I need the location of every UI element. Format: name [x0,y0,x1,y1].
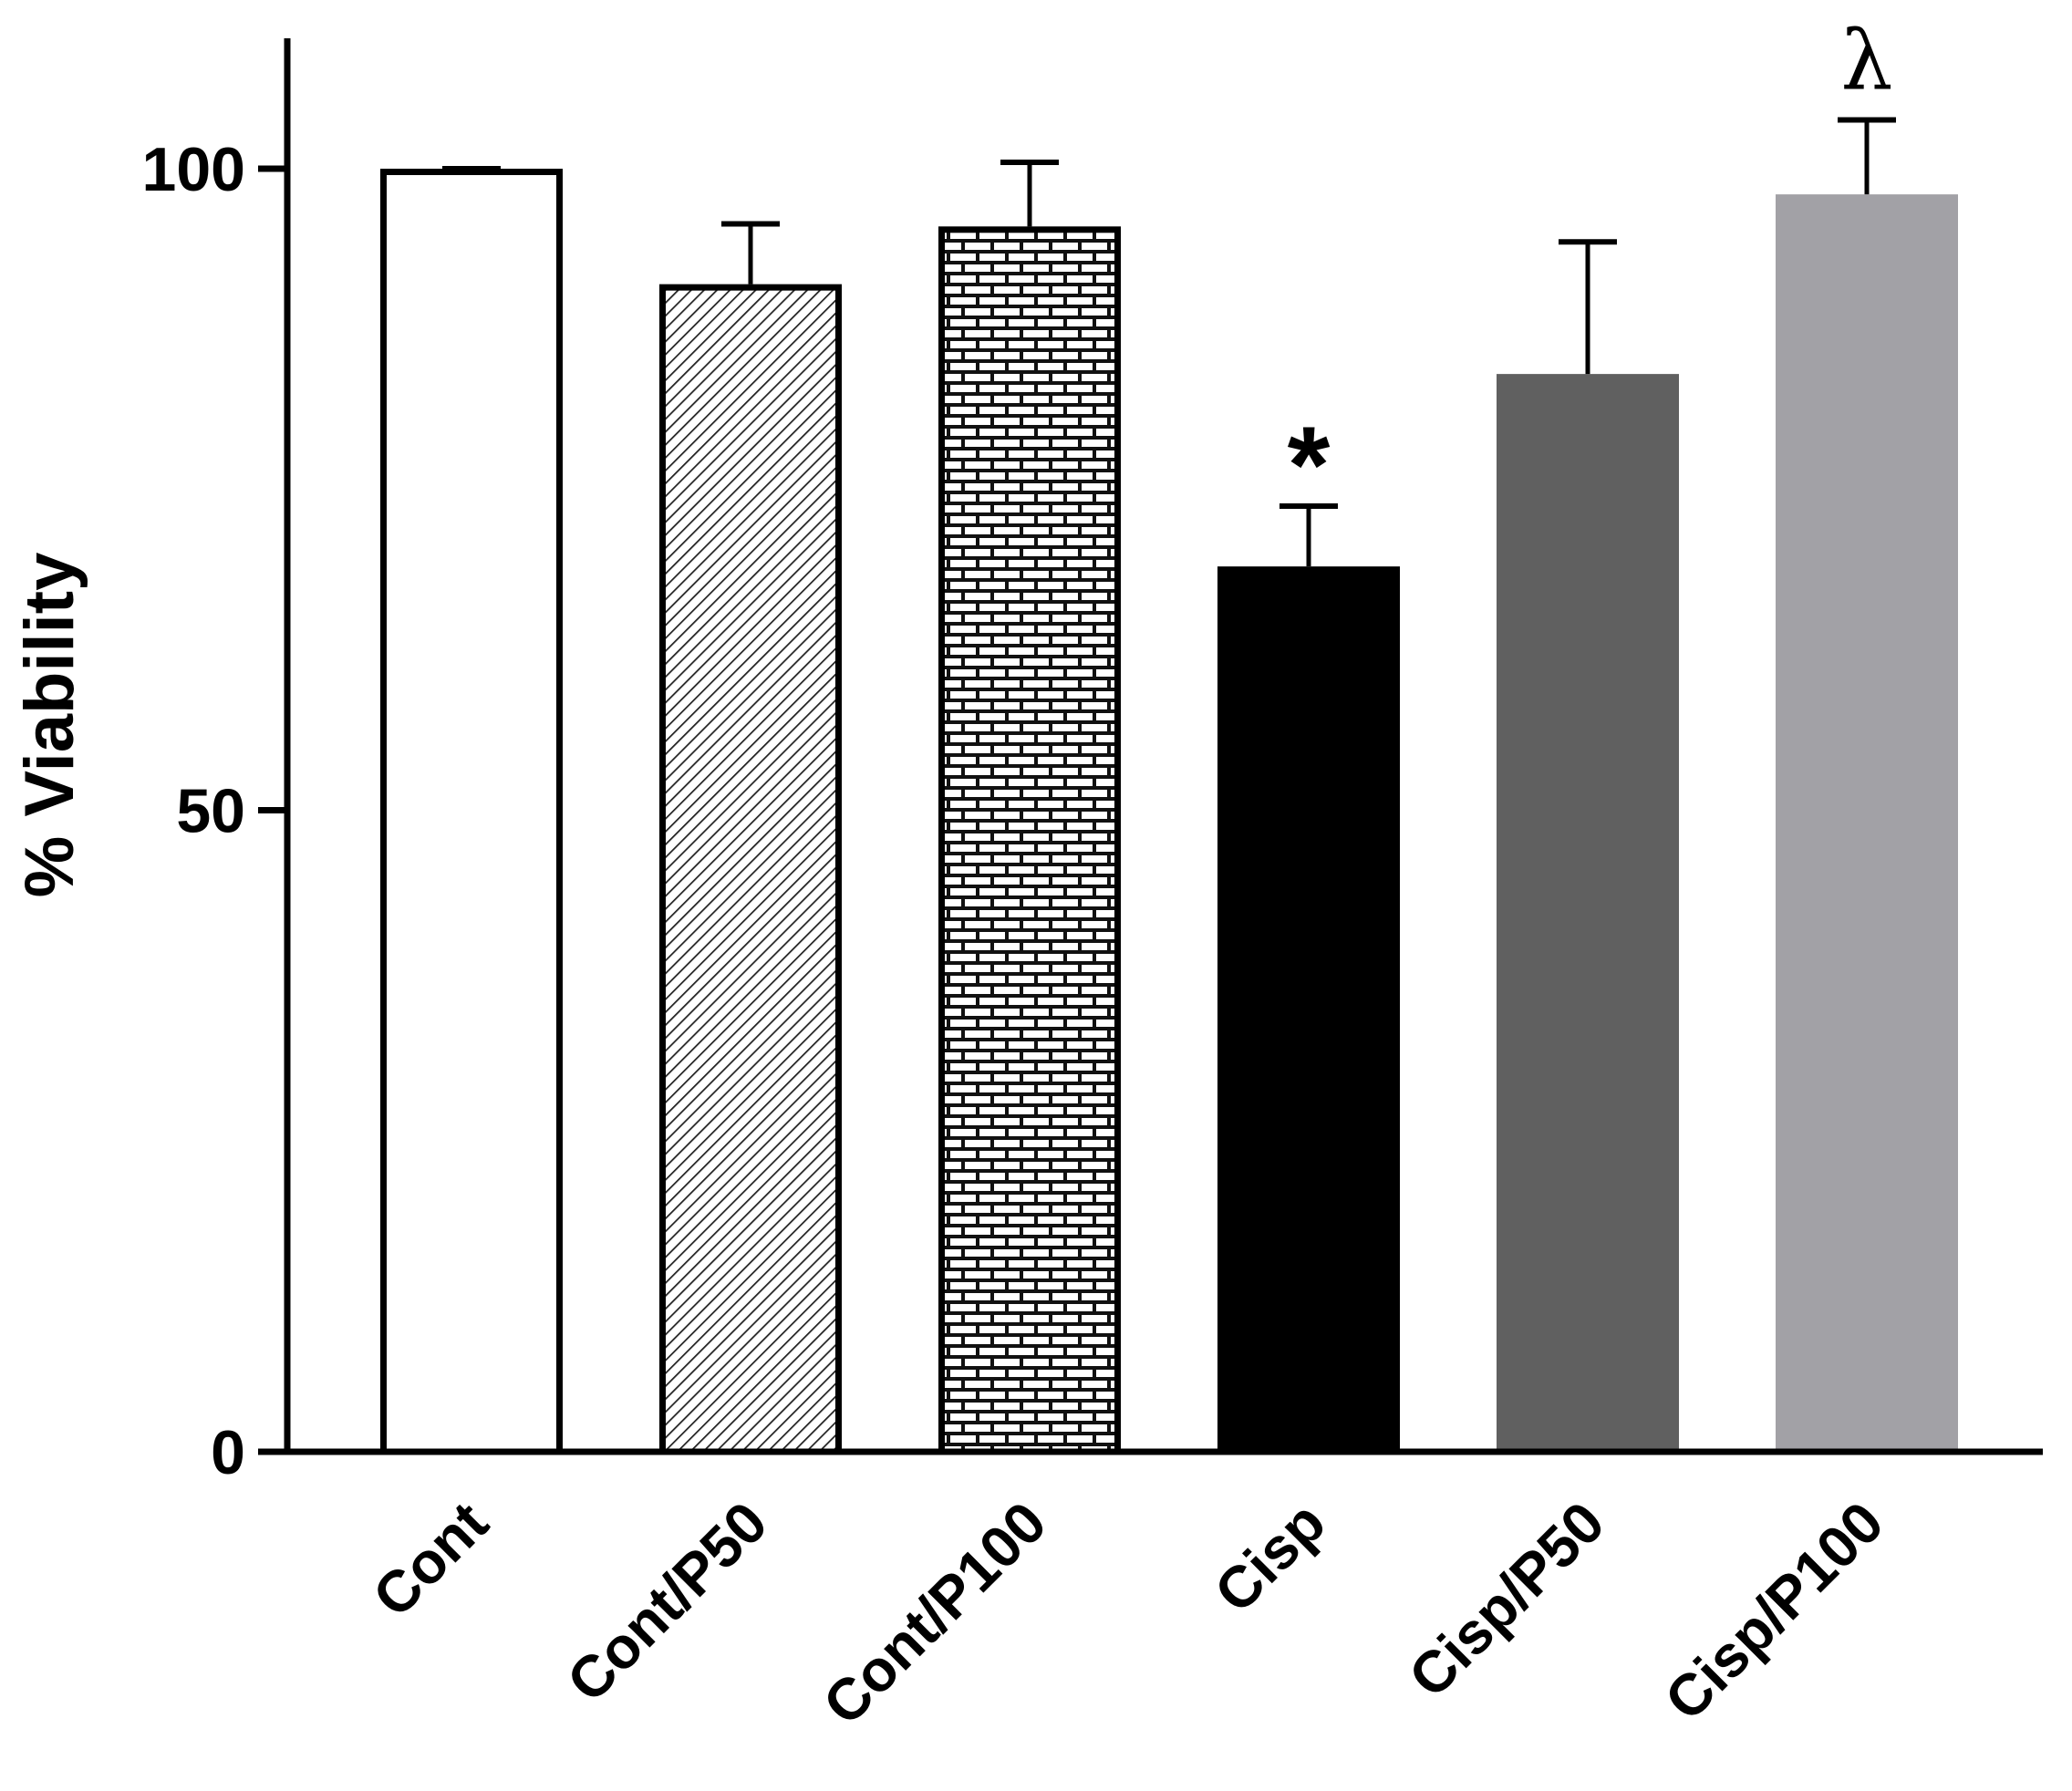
x-category-label: Cont/P100 [811,1489,1059,1737]
bar-cisp-p50 [1497,374,1679,1452]
x-category-label: Cont/P50 [554,1489,780,1714]
x-category-label: Cisp [1202,1489,1338,1625]
x-category-label: Cisp/P100 [1652,1489,1896,1733]
bar-cisp [1217,566,1400,1452]
bar-cont [380,169,563,1455]
error-bars-group [442,117,1896,567]
y-ticks-group: 0 50 100 [142,135,287,1487]
annotations-group: *λ [1288,14,1893,527]
y-tick-label: 100 [142,135,245,204]
x-category-label: Cont [360,1489,501,1630]
y-tick-label: 50 [176,777,245,846]
bar-cisp-p100 [1776,194,1958,1452]
significance-lambda: λ [1840,14,1892,109]
x-category-label: Cisp/P50 [1396,1489,1617,1710]
bar-cont-p50 [659,284,842,1455]
bar-cont-p100 [938,226,1121,1455]
significance-star: * [1288,404,1331,526]
bars-group [380,169,1958,1455]
x-labels-group: Cont Cont/P50 Cont/P100 Cisp Cisp/P50 Cisp/P1… [360,1489,1896,1737]
y-axis-title: % Viability [11,553,88,898]
y-tick-label: 0 [211,1418,245,1487]
